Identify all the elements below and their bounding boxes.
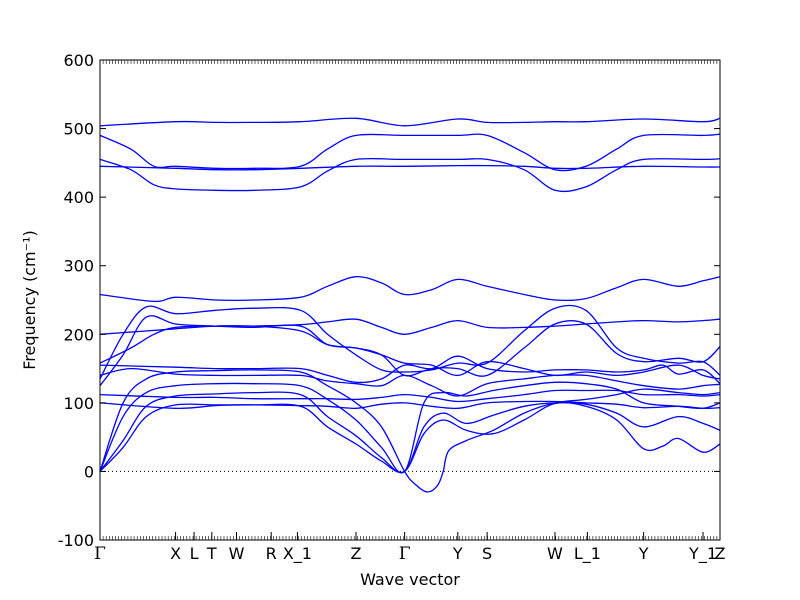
band-line xyxy=(99,157,721,193)
band-line xyxy=(99,369,721,493)
band-line xyxy=(99,367,721,397)
x-axis-label: Wave vector xyxy=(360,570,460,589)
x-kpoint-label: W xyxy=(229,544,245,563)
x-kpoint-label: T xyxy=(206,544,217,563)
y-tick-label: 500 xyxy=(63,120,94,139)
x-minor-ticks xyxy=(99,60,718,540)
x-kpoint-label: X xyxy=(170,544,181,563)
y-axis-ticks: -100 0 100 200 300 400 500 600 xyxy=(58,51,720,550)
phonon-bands xyxy=(99,117,721,493)
x-kpoint-label: S xyxy=(482,544,492,563)
band-line xyxy=(99,400,721,410)
x-kpoint-label: L_1 xyxy=(574,544,601,564)
x-kpoint-label: Γ xyxy=(94,544,106,564)
y-tick-label: 0 xyxy=(84,462,94,481)
x-kpoint-label: Z xyxy=(351,544,362,563)
band-line xyxy=(99,355,721,385)
y-tick-label: -100 xyxy=(58,531,94,550)
x-kpoint-label: Y xyxy=(452,544,463,563)
band-line xyxy=(99,117,721,127)
band-line xyxy=(99,133,721,172)
band-line xyxy=(99,164,721,171)
band-line xyxy=(99,315,721,387)
band-line xyxy=(99,276,721,303)
y-tick-label: 600 xyxy=(63,51,94,70)
y-tick-label: 200 xyxy=(63,325,94,344)
x-kpoint-label: R xyxy=(266,544,277,563)
x-kpoint-label: Γ xyxy=(399,544,411,564)
band-line xyxy=(99,401,721,474)
band-line xyxy=(99,389,721,403)
y-axis-label: Frequency (cm⁻¹) xyxy=(20,230,39,369)
y-tick-label: 400 xyxy=(63,188,94,207)
x-kpoint-label: W xyxy=(547,544,563,563)
x-kpoint-label: Y_1 xyxy=(688,544,717,564)
x-kpoint-label: L xyxy=(190,544,199,563)
band-line xyxy=(99,318,721,335)
band-line xyxy=(99,391,721,474)
band-line xyxy=(99,304,721,380)
plot-frame xyxy=(99,59,721,541)
y-tick-label: 300 xyxy=(63,257,94,276)
y-tick-label: 100 xyxy=(63,394,94,413)
x-kpoint-label: Z xyxy=(715,544,726,563)
band-line xyxy=(99,325,721,380)
x-axis-kpoint-labels: Γ X L T W R X_1 Z Γ Y S W L_1 Y Y_1Z xyxy=(94,532,726,564)
x-kpoint-label: X_1 xyxy=(283,544,312,564)
x-kpoint-label: Y xyxy=(638,544,649,563)
band-line xyxy=(99,381,721,474)
